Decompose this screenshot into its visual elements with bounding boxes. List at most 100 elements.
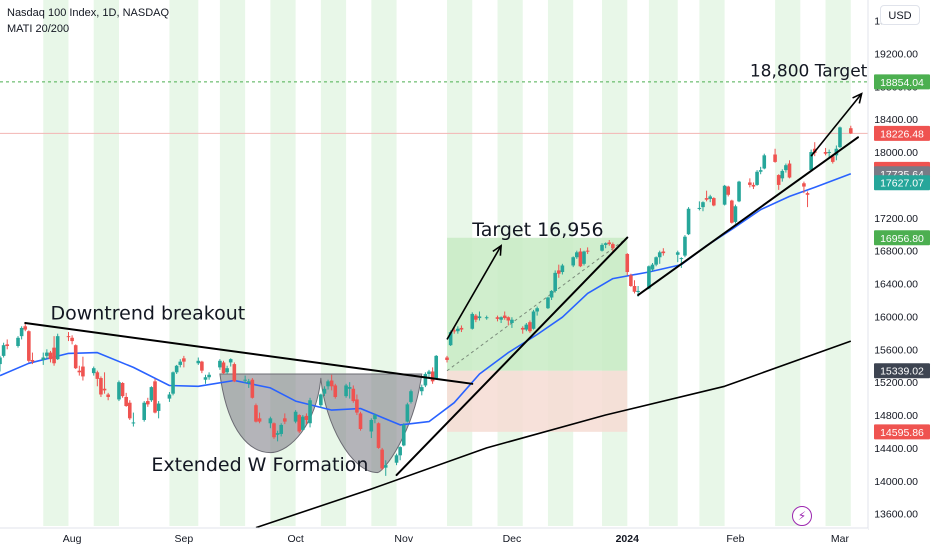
candle-body [246,381,251,383]
candle-body [528,322,532,332]
indicator-label[interactable]: MATI 20/200 [7,23,70,35]
candle-body [171,372,175,394]
candle [737,180,741,203]
session-band [219,0,246,526]
candle-body [452,330,457,332]
candle-body [373,415,377,420]
candle [427,369,431,379]
candle-body [600,244,604,251]
candle [41,352,46,365]
candle-body [149,387,154,401]
candle [578,248,583,268]
w-formation-shape [219,373,423,474]
trend-line [24,321,474,385]
currency-button[interactable]: USD [880,5,920,25]
candle [520,326,525,334]
candle-body [358,413,363,430]
candle [221,360,226,374]
candle-body [243,379,247,381]
price-label: 14595.86 [874,424,930,440]
candle [149,386,154,402]
y-tick-label: 17200.00 [874,213,918,225]
chart-annotation: Target 16,956 [471,219,603,241]
y-tick-label: 15600.00 [874,344,918,356]
session-band [43,0,69,526]
candle-body [174,365,179,373]
lightning-bolt-icon[interactable]: ⚡ [792,506,812,526]
candle [81,356,85,381]
ma200-line [255,340,852,529]
candle [510,317,514,328]
candle-body [282,418,287,422]
candle-body [499,317,503,320]
candle-body [776,175,781,185]
candle-body [607,242,612,245]
candle-body [679,258,684,260]
candle [611,242,615,253]
candle-body [701,202,705,208]
candle-body [351,388,356,402]
candle-body [419,387,424,392]
candle [358,411,363,431]
candle [409,389,413,404]
candle-body [153,381,157,413]
candle-body [293,411,298,422]
candle-body [520,327,525,330]
candle [423,372,428,388]
candle [257,412,262,424]
candle [52,336,56,366]
candle [524,322,529,332]
price-label-bg [874,175,930,191]
candle-body [301,416,305,430]
price-label-bg [874,230,930,246]
candle-body [304,415,309,420]
candle-body [409,391,413,402]
candle [495,315,500,322]
candle-body [661,251,666,254]
candle-body [55,336,60,360]
price-label-text: 15339.02 [880,366,924,378]
candle-body [823,152,828,154]
candle [322,386,327,397]
candle [250,378,255,399]
candle [124,392,128,407]
candle-body [167,394,172,399]
candle-body [524,324,529,330]
candle-body [784,165,788,171]
candle-body [279,424,283,434]
candle-body [748,182,752,185]
candle-body [697,207,702,209]
candle [27,330,31,363]
target-diagonal [446,237,628,372]
candle-body [207,374,211,378]
candle [477,311,482,321]
candle-body [582,251,586,264]
candle [553,270,557,293]
candle-body [474,315,478,320]
candle-body [405,404,410,422]
candle [178,359,183,368]
candle [838,126,842,148]
candle-body [556,270,561,274]
candles [0,125,853,476]
candle [380,447,384,471]
chart-annotation: 18,800 Target 2 [750,61,884,81]
candle [625,253,630,276]
candle [823,147,828,156]
candle-body [683,236,687,256]
candle-body [23,326,28,330]
candle-body [376,423,381,448]
candle-body [322,388,327,394]
candle [459,325,464,333]
price-label-text: 17627.07 [880,178,924,190]
chart-annotation: Downtrend breakout [50,303,245,325]
price-label-bg [874,125,930,141]
candle [95,370,100,387]
session-band [775,0,801,526]
price-label: 18854.04 [874,74,930,90]
candle [434,355,439,379]
candle-body [531,311,536,329]
candle-body [156,403,161,411]
